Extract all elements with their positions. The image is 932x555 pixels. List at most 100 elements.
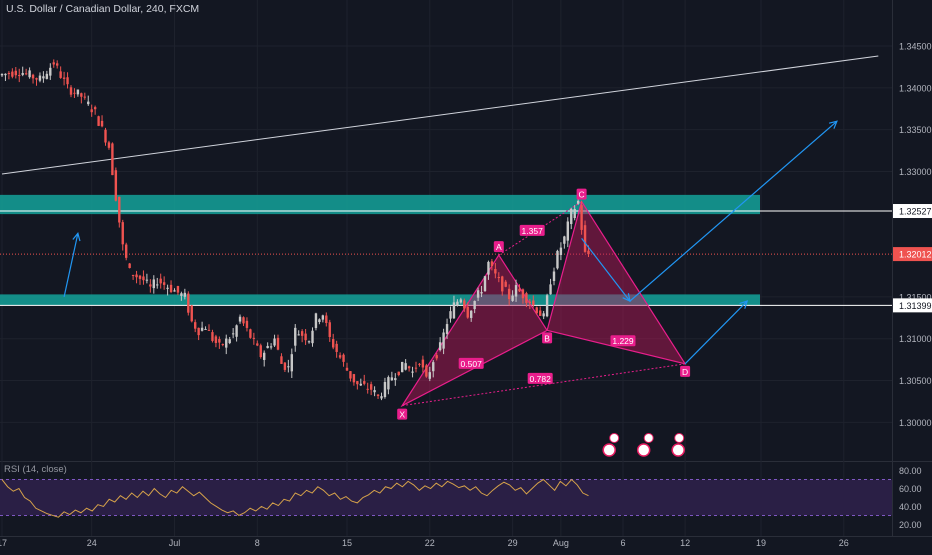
candle-body xyxy=(345,367,349,371)
candle-body xyxy=(404,363,407,370)
candle-body xyxy=(38,75,42,81)
candle-body xyxy=(287,366,290,368)
x-tick-label: 15 xyxy=(342,538,352,548)
candle-body xyxy=(59,71,62,78)
candle-body xyxy=(552,271,556,281)
candle-body xyxy=(276,337,280,350)
candle-body xyxy=(214,336,218,343)
candle-body xyxy=(566,221,569,241)
pattern-label-bg xyxy=(576,188,587,200)
candle-body xyxy=(76,89,80,95)
candle-body xyxy=(266,345,269,349)
candle-body xyxy=(563,236,566,244)
pattern-label: D xyxy=(682,367,688,377)
candle-body xyxy=(114,170,118,201)
candle-body xyxy=(235,325,238,337)
candle-body xyxy=(280,356,283,364)
y-tick-label: 1.31000 xyxy=(899,334,932,344)
candle-body xyxy=(104,129,107,143)
rsi-tick-label: 40.00 xyxy=(899,502,922,512)
pattern-label-bg xyxy=(542,332,553,344)
candle-body xyxy=(152,279,155,289)
sr-zone xyxy=(0,294,760,306)
candle-body xyxy=(363,381,366,384)
candle-body xyxy=(249,329,252,338)
candle-body xyxy=(494,268,497,274)
candle-body xyxy=(273,338,276,346)
candle-body xyxy=(256,343,259,346)
candle-body xyxy=(118,196,121,223)
x-tick-label: 12 xyxy=(680,538,690,548)
candle-body xyxy=(514,285,518,297)
candle-body xyxy=(45,73,49,79)
candle-body xyxy=(487,261,490,275)
candle-body xyxy=(18,75,21,77)
price-tag-bg xyxy=(893,204,932,219)
rsi-title: RSI (14, close) xyxy=(4,464,67,475)
price-tag-bg xyxy=(893,247,932,262)
candle-body xyxy=(62,77,66,79)
candle-body xyxy=(545,295,549,317)
candle-body xyxy=(525,293,528,303)
candle-body xyxy=(459,299,463,303)
candle-body xyxy=(428,372,431,379)
y-tick-label: 1.33000 xyxy=(899,167,932,177)
candle-body xyxy=(100,120,104,127)
price-tag-bg xyxy=(893,298,932,313)
event-flag-icon xyxy=(609,433,620,443)
candle-body xyxy=(142,276,145,281)
candle-body xyxy=(342,354,345,362)
candle-body xyxy=(128,263,131,268)
impulse-arrow xyxy=(63,233,79,298)
candle-body xyxy=(228,339,231,344)
pattern-label: A xyxy=(496,242,502,252)
y-tick-label: 1.34000 xyxy=(899,83,932,93)
candle-body xyxy=(218,339,221,343)
candle-body xyxy=(532,300,535,306)
x-tick-label: 19 xyxy=(756,538,766,548)
pattern-label-bg xyxy=(527,372,553,384)
candle-body xyxy=(169,284,173,293)
candle-body xyxy=(314,313,318,328)
rsi-line xyxy=(1,478,589,518)
candle-body xyxy=(290,354,293,372)
candle-body xyxy=(518,288,521,292)
candle-body xyxy=(418,363,421,365)
candle-body xyxy=(535,307,538,314)
candle-body xyxy=(570,208,573,225)
candle-body xyxy=(421,359,425,368)
candle-body xyxy=(14,70,17,76)
pattern-label: 1.229 xyxy=(612,336,634,346)
candle-body xyxy=(501,276,504,292)
candle-body xyxy=(166,287,169,289)
rsi-tick-label: 20.00 xyxy=(899,520,922,530)
candle-body xyxy=(504,281,507,287)
candle-body xyxy=(252,337,256,339)
candle-body xyxy=(528,301,532,303)
candle-body xyxy=(283,362,287,370)
event-flag-icon xyxy=(674,433,685,443)
candle-body xyxy=(190,305,193,322)
y-tick-label: 1.32012 xyxy=(899,250,932,260)
pattern-label: 1.357 xyxy=(522,226,544,236)
candle-body xyxy=(138,275,142,279)
candle-body xyxy=(145,279,149,281)
candle-body xyxy=(221,344,224,346)
candle-body xyxy=(125,244,128,258)
candle-body xyxy=(432,362,435,372)
candle-body xyxy=(376,394,380,396)
impulse-arrowhead xyxy=(72,232,81,242)
candle-body xyxy=(369,384,373,390)
pattern-label-bg xyxy=(397,408,408,420)
candle-body xyxy=(304,333,307,341)
candle-body xyxy=(28,70,31,78)
candle-body xyxy=(580,205,583,230)
candle-body xyxy=(583,225,587,252)
candle-body xyxy=(194,322,197,329)
candle-body xyxy=(573,208,576,219)
pattern-label: 0.507 xyxy=(461,359,483,369)
x-tick-label: 29 xyxy=(508,538,518,548)
candle-body xyxy=(328,322,331,338)
